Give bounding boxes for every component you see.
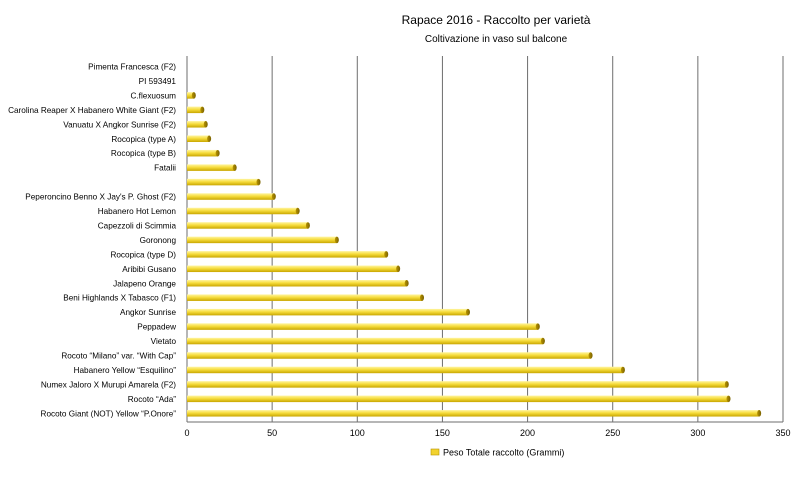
legend-swatch: [430, 448, 440, 456]
category-label: Vietato: [151, 337, 177, 346]
x-tick-label: 50: [267, 428, 277, 438]
bar-cap: [232, 164, 237, 171]
x-tick-label: 150: [435, 428, 450, 438]
x-tick-label: 350: [775, 428, 790, 438]
category-label: Carolina Reaper X Habanero White Giant (…: [8, 106, 176, 115]
x-tick-labels: 0 50 100 150 200 250 300 350: [184, 428, 790, 438]
bar: [187, 251, 387, 258]
bar-cap: [726, 395, 731, 403]
bar: [187, 280, 407, 287]
bar: [187, 193, 274, 200]
bar-cap: [200, 106, 205, 114]
category-label: Beni Highlands X Tabasco (F1): [63, 294, 176, 303]
bar: [187, 92, 194, 99]
bars: [187, 92, 762, 417]
chart-title: Rapace 2016 - Raccolto per varietà: [402, 13, 591, 27]
category-label: Angkor Sunrise: [120, 308, 176, 317]
category-label: Jalapeno Orange: [113, 279, 176, 288]
grid-lines: [186, 56, 784, 423]
category-label: Rocopica (type D): [110, 250, 176, 259]
bar: [187, 207, 298, 215]
category-label: Habanero Yellow “Esquilino”: [74, 366, 177, 375]
bar: [187, 337, 543, 345]
bar: [187, 121, 206, 128]
x-tick-label: 250: [605, 428, 620, 438]
bar-cap: [419, 294, 424, 301]
bar-cap: [620, 366, 625, 374]
bar: [187, 178, 259, 186]
x-tick-label: 200: [520, 428, 535, 438]
category-label: Numex Jaloro X Murupi Amarela (F2): [41, 380, 176, 389]
bar: [187, 135, 210, 142]
bar-cap: [256, 178, 261, 186]
bar: [187, 106, 203, 114]
category-labels: Pimenta Francesca (F2) PI 593491 C.flexuos…: [8, 63, 176, 419]
x-tick-label: 300: [690, 428, 705, 438]
category-label: Rocoto “Milano” var. “With Cap”: [61, 352, 176, 361]
bar-cap: [305, 222, 310, 229]
legend: Peso Totale raccolto (Grammi): [430, 448, 564, 458]
bar: [187, 149, 218, 157]
category-label: Habanero Hot Lemon: [98, 207, 177, 216]
category-label: Goronong: [140, 236, 177, 245]
bar: [187, 164, 235, 171]
bar-cap: [271, 193, 276, 200]
bar-cap: [334, 236, 339, 244]
bar: [187, 265, 399, 273]
bar-cap: [404, 280, 409, 287]
category-label: Peppadew: [137, 323, 176, 332]
category-label: PI 593491: [139, 77, 177, 86]
bar: [187, 308, 468, 316]
category-label: Fatalii: [154, 164, 176, 173]
category-label: Rocopica (type A): [111, 135, 176, 144]
bar-cap: [540, 337, 545, 345]
bar: [187, 323, 538, 330]
bar: [187, 352, 591, 359]
legend-label: Peso Totale raccolto (Grammi): [443, 448, 564, 458]
bar: [187, 366, 623, 374]
category-label: Rocoto “Ada”: [128, 395, 177, 404]
bar-cap: [191, 92, 196, 99]
bar-cap: [384, 251, 389, 258]
bar-cap: [465, 308, 470, 316]
bar-cap: [535, 323, 540, 330]
bar-cap: [588, 352, 593, 359]
category-label: C.flexuosum: [130, 91, 176, 100]
bar: [187, 381, 727, 388]
category-label: Aribibi Gusano: [122, 265, 176, 274]
bar-cap: [203, 121, 208, 128]
category-label: Rocoto Giant (NOT) Yellow “P.Onore”: [41, 409, 177, 418]
x-tick-label: 100: [350, 428, 365, 438]
bar: [187, 294, 422, 301]
bar-cap: [396, 265, 401, 273]
bar-cap: [215, 149, 220, 157]
x-tick-label: 0: [184, 428, 189, 438]
bar: [187, 236, 337, 244]
bar-cap: [207, 135, 212, 142]
bar: [187, 222, 308, 229]
bar: [187, 395, 729, 403]
category-label: Vanuatu X Angkor Sunrise (F2): [63, 120, 176, 129]
category-label: Capezzoli di Scimmia: [98, 221, 177, 230]
category-label: Pimenta Francesca (F2): [88, 63, 176, 72]
bar: [187, 410, 760, 417]
bar-cap: [757, 410, 762, 417]
category-label: Rocopica (type B): [111, 149, 176, 158]
bar-cap: [724, 381, 729, 388]
bar-cap: [295, 207, 300, 215]
category-label: Peperoncino Benno X Jay's P. Ghost (F2): [25, 193, 176, 202]
chart-subtitle: Coltivazione in vaso sul balcone: [425, 34, 568, 45]
